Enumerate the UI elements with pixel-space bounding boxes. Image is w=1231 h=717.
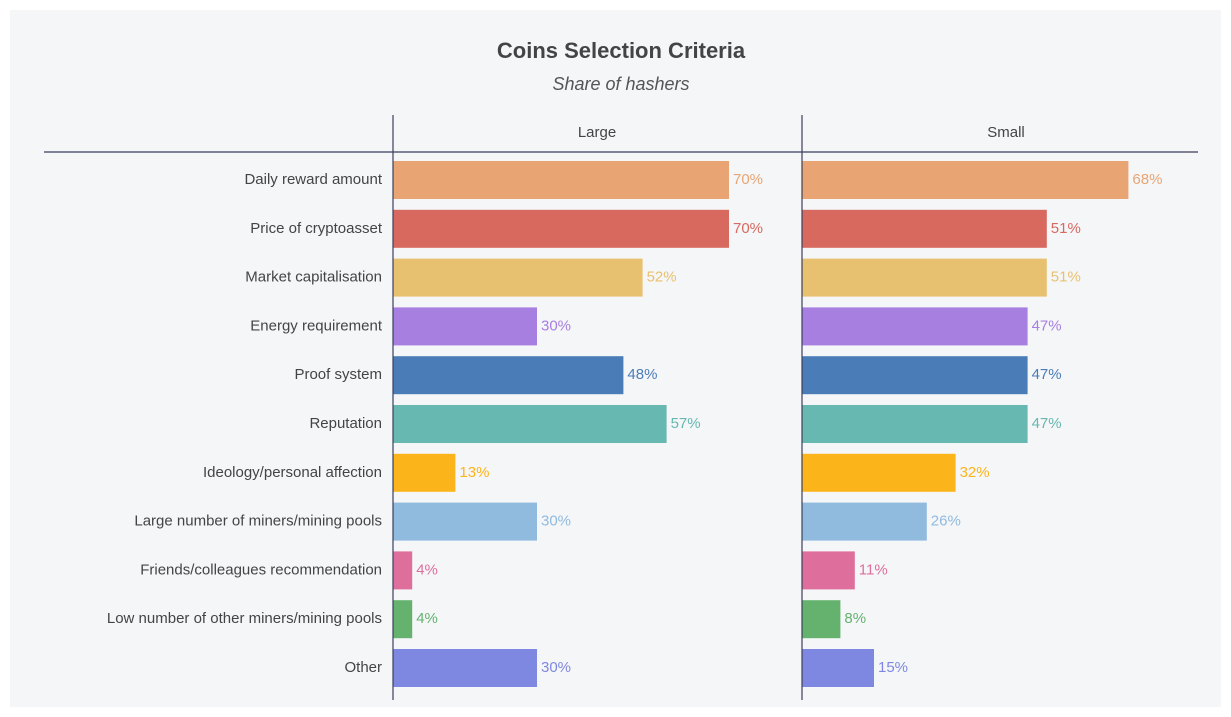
category-label: Other xyxy=(344,659,382,676)
bar xyxy=(393,209,729,248)
value-label: 68% xyxy=(1132,171,1162,188)
value-label: 30% xyxy=(541,513,571,530)
bar xyxy=(802,405,1028,443)
bar xyxy=(802,209,1047,248)
category-label: Proof system xyxy=(294,366,382,383)
value-label: 26% xyxy=(931,513,961,530)
bar xyxy=(393,453,456,492)
value-label: 13% xyxy=(459,464,489,481)
category-label: Price of cryptoasset xyxy=(250,220,383,237)
bar xyxy=(802,453,956,492)
bar xyxy=(802,307,1028,346)
panel-title: Large xyxy=(578,124,616,141)
bar xyxy=(393,502,537,541)
value-label: 30% xyxy=(541,317,571,334)
bar xyxy=(802,502,927,541)
value-label: 32% xyxy=(960,464,990,481)
value-label: 47% xyxy=(1032,366,1062,383)
category-label: Daily reward amount xyxy=(244,171,382,188)
value-label: 70% xyxy=(733,220,763,237)
bar xyxy=(393,356,624,395)
value-label: 4% xyxy=(416,610,438,627)
value-label: 30% xyxy=(541,659,571,676)
value-label: 57% xyxy=(671,415,701,432)
category-label: Energy requirement xyxy=(250,317,383,334)
value-label: 15% xyxy=(878,659,908,676)
bar xyxy=(393,600,413,639)
value-label: 48% xyxy=(627,366,657,383)
value-label: 70% xyxy=(733,171,763,188)
category-label: Reputation xyxy=(309,415,382,432)
category-label: Ideology/personal affection xyxy=(203,464,382,481)
category-label: Market capitalisation xyxy=(245,269,382,286)
category-label: Low number of other miners/mining pools xyxy=(107,610,382,627)
bar xyxy=(393,405,667,443)
value-label: 4% xyxy=(416,561,438,578)
bar xyxy=(393,649,537,687)
value-label: 51% xyxy=(1051,220,1081,237)
bar xyxy=(393,258,643,297)
value-label: 51% xyxy=(1051,269,1081,286)
panel-title: Small xyxy=(987,124,1025,141)
bar xyxy=(393,307,537,346)
bar xyxy=(802,161,1129,199)
bar xyxy=(802,600,841,639)
category-label: Friends/colleagues recommendation xyxy=(140,561,382,578)
value-label: 47% xyxy=(1032,317,1062,334)
bar xyxy=(802,551,855,590)
chart-subtitle: Share of hashers xyxy=(552,74,689,94)
bar xyxy=(802,649,874,687)
category-label: Large number of miners/mining pools xyxy=(134,513,382,530)
bar xyxy=(802,356,1028,395)
chart-title: Coins Selection Criteria xyxy=(497,38,746,63)
value-label: 47% xyxy=(1032,415,1062,432)
bar xyxy=(802,258,1047,297)
value-label: 52% xyxy=(647,269,677,286)
bar xyxy=(393,551,413,590)
value-label: 8% xyxy=(844,610,866,627)
bar xyxy=(393,161,729,199)
value-label: 11% xyxy=(859,561,888,578)
